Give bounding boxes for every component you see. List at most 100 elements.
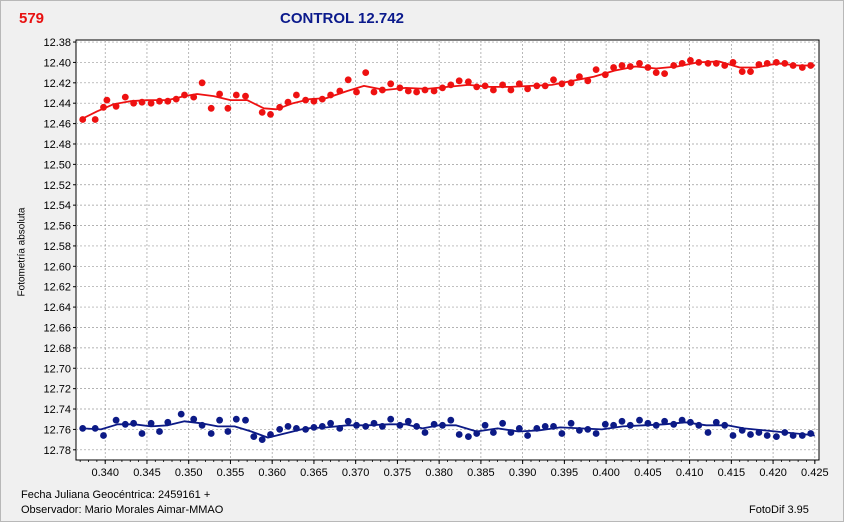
series-1-data-point	[558, 430, 566, 437]
series-1-data-point	[567, 419, 575, 427]
y-tick-label: 12.42	[43, 78, 71, 90]
series-0-data-point	[327, 91, 334, 99]
series-1-data-point	[789, 432, 797, 439]
series-1-data-point	[404, 417, 412, 425]
series-0-data-point	[387, 80, 395, 88]
series-1-data-point	[550, 423, 557, 430]
series-0-data-point	[336, 87, 344, 95]
series-1-data-point	[284, 423, 292, 430]
y-tick-label: 12.56	[43, 221, 71, 233]
series-1-data-point	[207, 430, 215, 437]
y-tick-label: 12.50	[43, 159, 71, 171]
series-1-data-point	[250, 433, 258, 440]
series-0-data-point	[490, 86, 497, 94]
series-0-data-point	[216, 90, 224, 98]
series-1-data-point	[421, 429, 429, 436]
x-tick-label: 0.420	[759, 467, 787, 479]
series-0-data-point	[121, 93, 129, 101]
series-1-data-point	[112, 416, 120, 424]
series-1-data-point	[473, 430, 481, 437]
series-0-data-point	[515, 80, 523, 88]
series-1-data-point	[455, 431, 463, 438]
series-0-data-point	[404, 87, 412, 95]
series-1-data-point	[242, 416, 249, 424]
series-1-data-point	[670, 420, 678, 428]
y-tick-label: 12.76	[43, 424, 71, 436]
series-1-data-point	[584, 426, 592, 433]
series-1-data-point	[138, 430, 146, 437]
series-1-data-point	[336, 425, 344, 432]
y-tick-label: 12.52	[43, 180, 71, 192]
x-tick-label: 0.410	[676, 467, 704, 479]
series-0-data-point	[379, 86, 386, 94]
series-0-data-point	[721, 62, 729, 69]
series-1-data-point	[224, 428, 232, 435]
series-0-data-point	[130, 99, 138, 107]
series-1-data-point	[541, 423, 549, 430]
series-0-data-point	[112, 102, 120, 110]
series-0-data-point	[755, 61, 763, 68]
x-tick-label: 0.405	[634, 467, 662, 479]
series-1-data-point	[447, 416, 455, 424]
series-1-data-point	[626, 421, 634, 429]
series-0-data-point	[773, 59, 780, 66]
series-0-data-point	[567, 79, 575, 87]
series-0-data-point	[704, 60, 712, 67]
series-0-data-point	[550, 76, 557, 84]
series-0-data-point	[396, 84, 404, 92]
series-0-data-point	[499, 81, 506, 89]
axis-layer: 12.38 12.40 12.42 12.44 12.46 12.48 12.50 12.52…	[43, 37, 828, 479]
series-1-data-point	[302, 426, 309, 433]
x-tick-label: 0.385	[467, 467, 495, 479]
series-1-data-point	[318, 423, 326, 430]
series-0-data-point	[747, 68, 754, 75]
series-0-data-point	[439, 84, 446, 92]
observer-label: Observador: Mario Morales Aimar-MMAO	[21, 504, 224, 516]
y-tick-label: 12.58	[43, 241, 71, 253]
y-tick-label: 12.54	[43, 200, 71, 212]
series-1-data-point	[362, 423, 370, 430]
series-1-data-point	[636, 416, 643, 424]
series-0-data-point	[789, 62, 797, 69]
x-tick-label: 0.400	[592, 467, 620, 479]
series-1-data-point	[729, 432, 737, 439]
y-axis-title: Fotometría absoluta	[16, 207, 28, 297]
series-0-data-point	[310, 97, 318, 105]
plot-area	[75, 39, 820, 461]
series-0-data-point	[687, 57, 694, 64]
series-0-data-point	[293, 91, 300, 99]
series-0-data-point	[302, 96, 309, 104]
series-0-data-point	[267, 111, 274, 118]
series-1-data-point	[130, 419, 138, 427]
series-0-data-point	[661, 70, 668, 77]
series-1-data-point	[481, 421, 489, 429]
series-1-data-point	[652, 421, 660, 429]
series-0-data-point	[430, 87, 438, 95]
x-tick-label: 0.425	[801, 467, 829, 479]
series-1-data-point	[610, 421, 617, 429]
series-1-data-point	[310, 424, 318, 431]
y-tick-label: 12.46	[43, 119, 71, 131]
series-0-data-point	[465, 78, 472, 86]
x-tick-label: 0.390	[509, 467, 537, 479]
y-tick-label: 12.70	[43, 363, 71, 375]
series-0-data-point	[533, 82, 541, 90]
series-0-data-point	[592, 66, 600, 73]
series-0-data-point	[79, 116, 87, 123]
series-0-data-point	[455, 77, 463, 85]
series-1-data-point	[712, 418, 720, 426]
series-0-data-point	[729, 59, 737, 66]
series-1-data-point	[91, 425, 99, 432]
series-1-data-point	[353, 421, 360, 429]
series-1-data-point	[507, 429, 515, 436]
series-1-data-point	[258, 436, 266, 443]
series-1-data-point	[465, 433, 472, 440]
series-0-data-point	[172, 95, 180, 103]
y-tick-label: 12.48	[43, 139, 71, 151]
x-tick-label: 0.365	[300, 467, 328, 479]
series-0-data-point	[541, 82, 549, 90]
series-0-data-point	[344, 76, 352, 84]
series-1-data-point	[198, 421, 206, 429]
series-0-data-point	[678, 60, 686, 67]
series-1-data-point	[439, 421, 446, 429]
